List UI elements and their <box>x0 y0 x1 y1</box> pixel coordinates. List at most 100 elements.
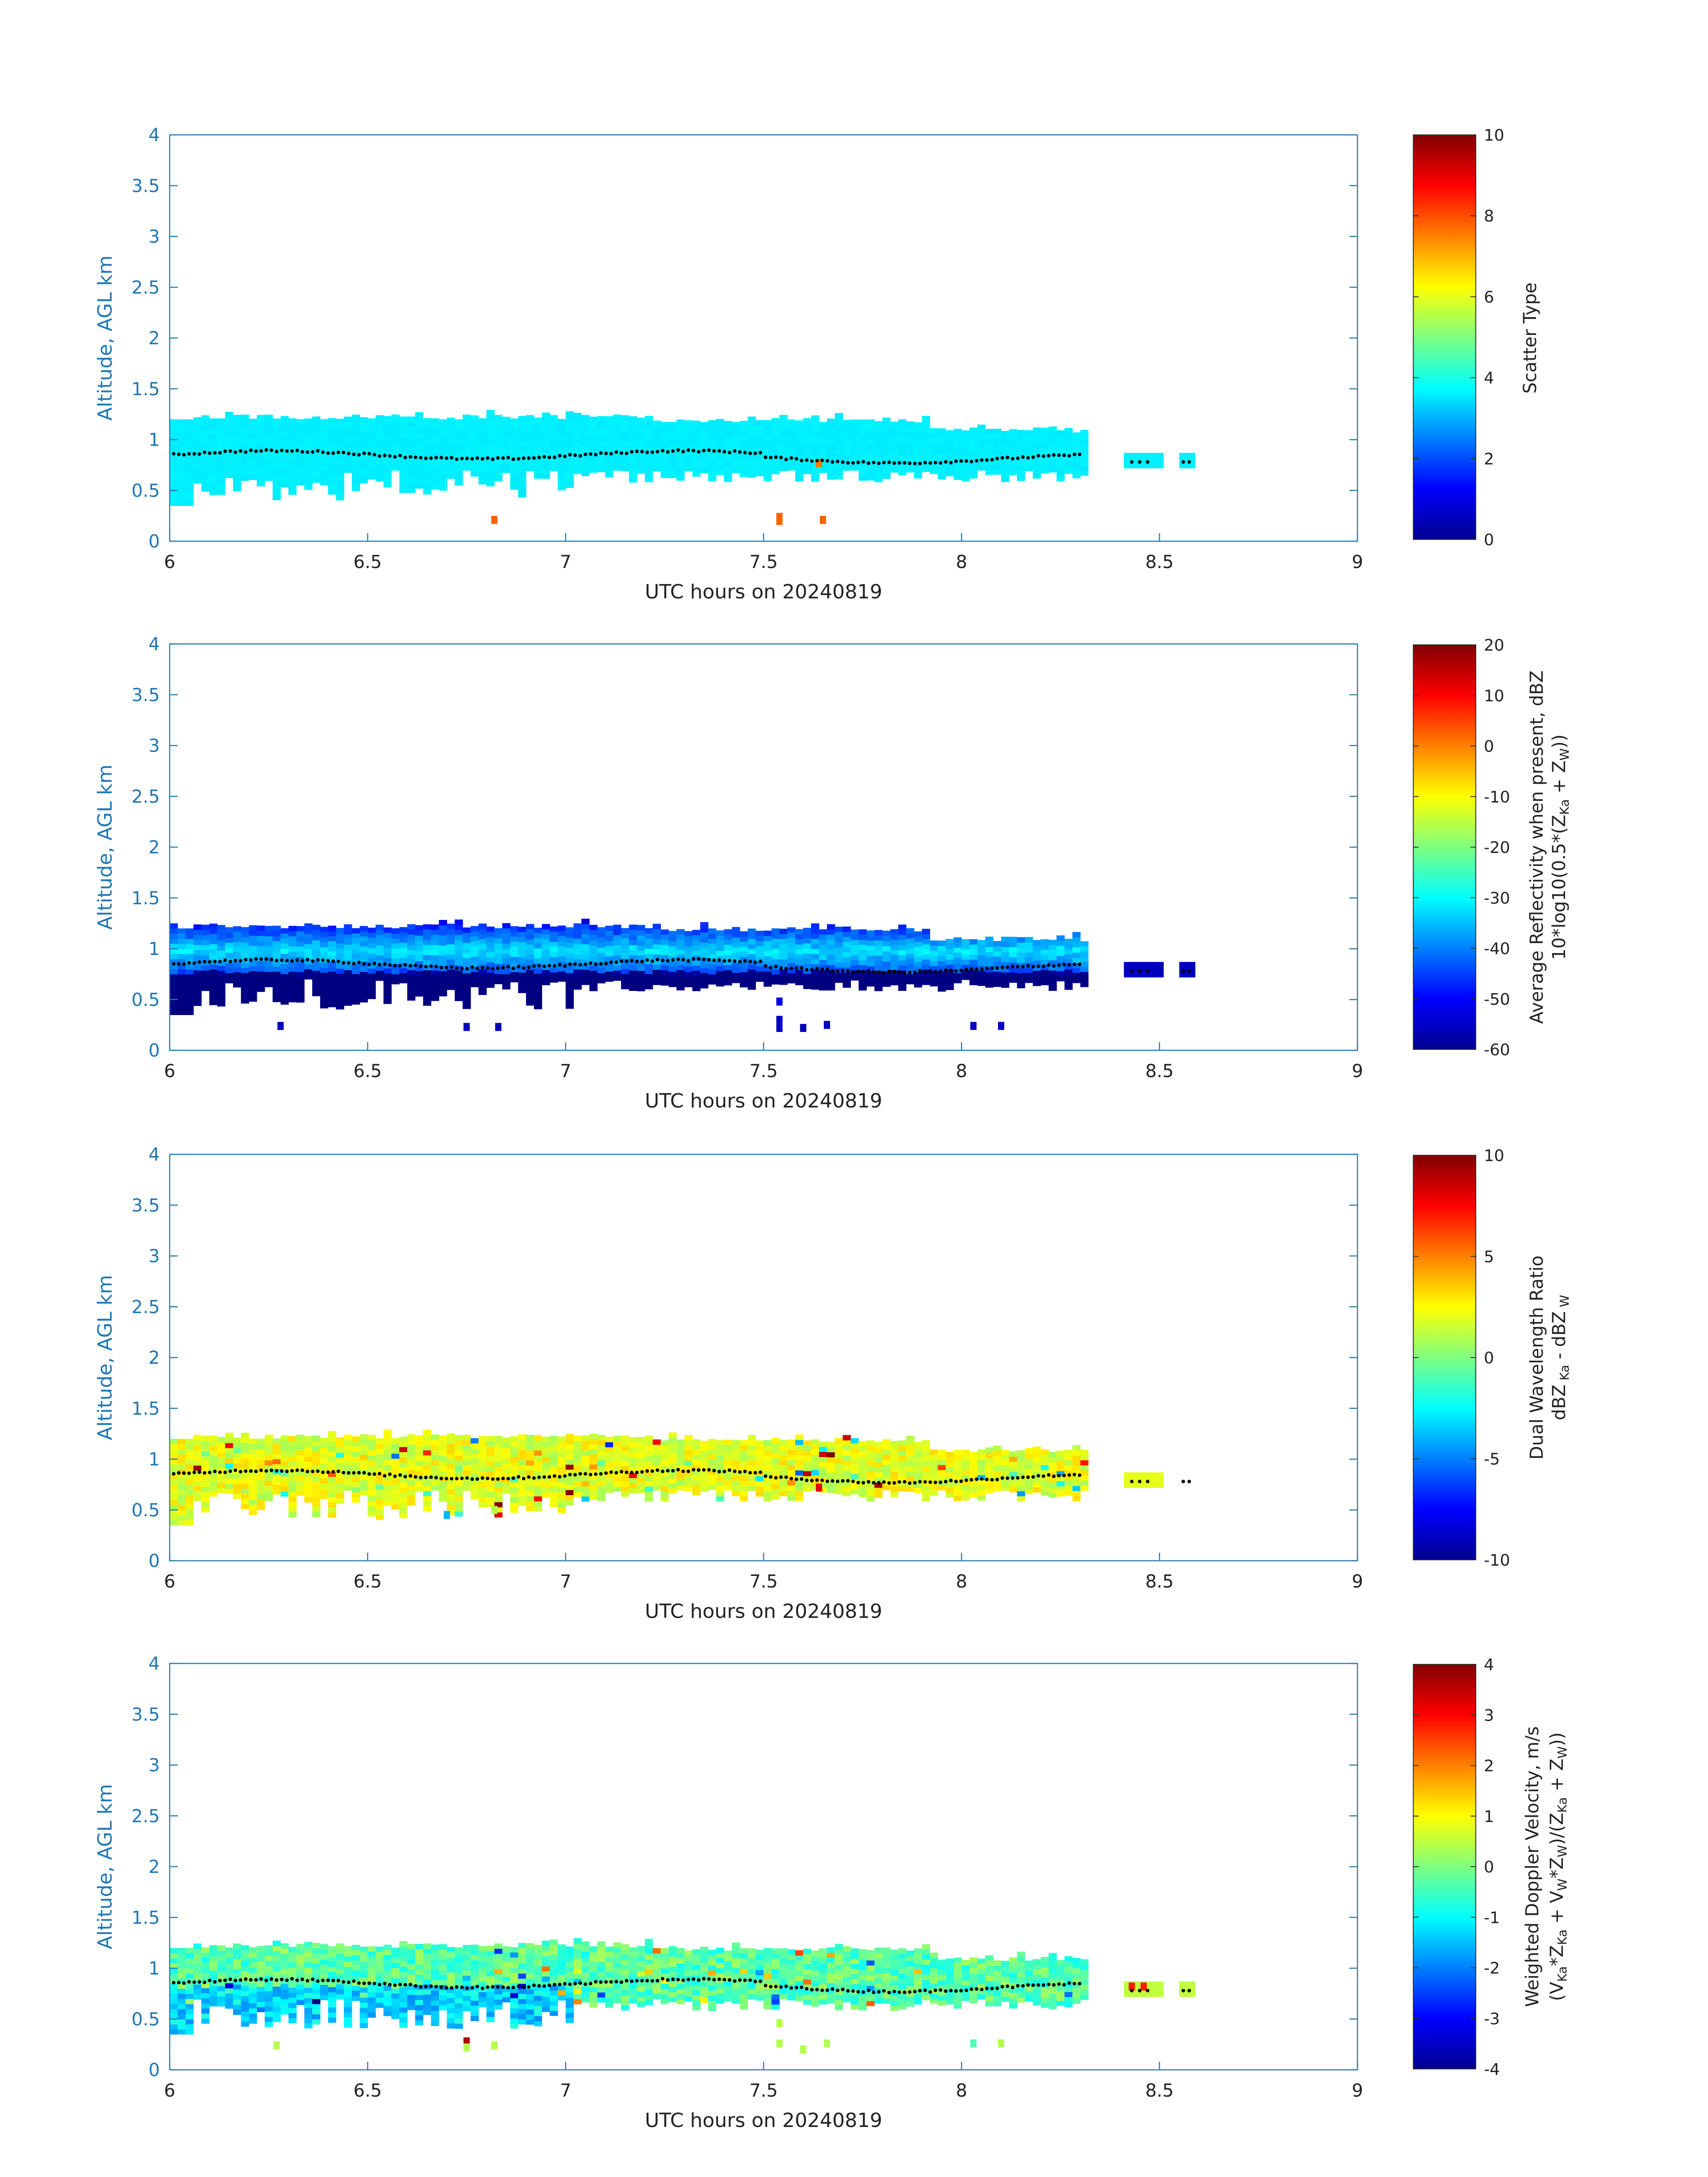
heatmap-cell <box>534 932 542 938</box>
heatmap-cell <box>1017 460 1025 466</box>
heatmap-cell <box>858 465 867 471</box>
heatmap-cell <box>367 428 376 434</box>
heatmap-cell <box>1001 436 1010 442</box>
cloud-base-point <box>727 1468 731 1472</box>
heatmap-cell <box>589 925 598 930</box>
heatmap-cell <box>1123 1472 1132 1478</box>
heatmap-cell <box>376 1494 384 1500</box>
heatmap-cell <box>1001 446 1010 452</box>
heatmap-cell <box>985 977 994 983</box>
heatmap-cell <box>795 1460 804 1466</box>
heatmap-cell <box>478 454 487 460</box>
heatmap-cell <box>383 1465 392 1471</box>
heatmap-cell <box>296 941 305 947</box>
heatmap-cell <box>193 1435 202 1441</box>
heatmap-cell <box>359 972 368 977</box>
cloud-base-point <box>794 1477 798 1481</box>
heatmap-cell <box>185 1500 194 1505</box>
heatmap-cell <box>898 419 906 425</box>
heatmap-cell <box>843 1460 851 1466</box>
heatmap-cell <box>494 958 503 964</box>
heatmap-cell <box>463 978 471 984</box>
heatmap-cell <box>969 1488 978 1493</box>
heatmap-cell <box>629 477 637 483</box>
heatmap-cell <box>383 1429 392 1435</box>
heatmap-cell <box>716 945 724 951</box>
heatmap-cell <box>557 475 566 481</box>
heatmap-cell <box>328 479 336 485</box>
heatmap-cell <box>938 454 946 460</box>
heatmap-cell <box>193 1475 202 1481</box>
heatmap-cell <box>589 426 598 432</box>
heatmap-cell <box>827 449 835 455</box>
heatmap-cell <box>684 1465 693 1471</box>
heatmap-cell <box>1064 448 1073 454</box>
y-tick-label: 1 <box>149 939 160 960</box>
heatmap-cell <box>637 458 645 464</box>
heatmap-cell <box>391 958 400 964</box>
heatmap-cell <box>233 471 242 476</box>
heatmap-cell <box>359 1490 368 1496</box>
heatmap-cell <box>898 924 906 930</box>
heatmap-cell <box>241 1448 249 1454</box>
heatmap-cell <box>858 435 867 440</box>
heatmap-cell <box>906 1486 915 1492</box>
heatmap-cell <box>732 973 740 978</box>
cloud-base-point <box>1006 455 1010 460</box>
cloud-base-point <box>537 455 541 460</box>
heatmap-cell <box>296 455 305 460</box>
heatmap-cell <box>930 965 938 971</box>
heatmap-cell <box>882 1439 891 1445</box>
heatmap-cell <box>945 944 954 949</box>
heatmap-cell <box>756 1455 764 1461</box>
heatmap-cell <box>819 452 827 458</box>
heatmap-cell <box>1001 952 1010 957</box>
heatmap-cell <box>764 1445 772 1451</box>
heatmap-cell <box>1017 455 1025 461</box>
heatmap-cell <box>415 971 423 977</box>
heatmap-cell <box>843 440 851 446</box>
heatmap-cell <box>1080 435 1089 440</box>
cloud-base-point <box>969 967 973 971</box>
heatmap-cell <box>510 449 518 455</box>
cloud-base-point <box>542 1475 546 1479</box>
heatmap-cell <box>257 1489 265 1495</box>
heatmap-cell <box>1040 1454 1049 1460</box>
heatmap-cell <box>1057 1450 1065 1456</box>
heatmap-cell <box>684 961 693 967</box>
heatmap-cell <box>249 930 257 936</box>
heatmap-cell <box>764 430 772 436</box>
cloud-base-point <box>465 967 469 971</box>
heatmap-cell <box>645 1440 653 1446</box>
heatmap-cell <box>407 1490 416 1496</box>
heatmap-cell <box>866 444 875 450</box>
heatmap-cell <box>890 965 898 970</box>
heatmap-cell <box>890 1446 898 1452</box>
heatmap-cell <box>795 929 804 935</box>
heatmap-cell <box>193 1450 202 1456</box>
cloud-base-point <box>506 1477 510 1481</box>
heatmap-cell <box>534 1481 542 1486</box>
heatmap-cell <box>898 1466 906 1471</box>
heatmap-cell <box>201 1476 210 1482</box>
heatmap-cell <box>660 1445 669 1451</box>
heatmap-cell <box>843 430 851 435</box>
heatmap-cell <box>827 444 835 450</box>
cloud-base-point <box>681 958 685 961</box>
heatmap-cell <box>756 420 764 426</box>
heatmap-cell <box>201 466 210 472</box>
heatmap-cell <box>589 437 598 443</box>
cloud-base-point <box>522 1476 526 1480</box>
heatmap-cell <box>312 452 321 458</box>
heatmap-cell <box>676 1475 685 1480</box>
heatmap-cell <box>779 1465 788 1471</box>
heatmap-cell <box>557 469 566 475</box>
cloud-base-point <box>331 1470 335 1474</box>
heatmap-cell <box>724 426 732 431</box>
data-point <box>820 516 826 524</box>
heatmap-cell <box>764 476 772 481</box>
heatmap-cell <box>344 995 352 1001</box>
heatmap-cell <box>953 1460 962 1466</box>
heatmap-cell <box>383 446 392 452</box>
heatmap-cell <box>613 430 622 435</box>
